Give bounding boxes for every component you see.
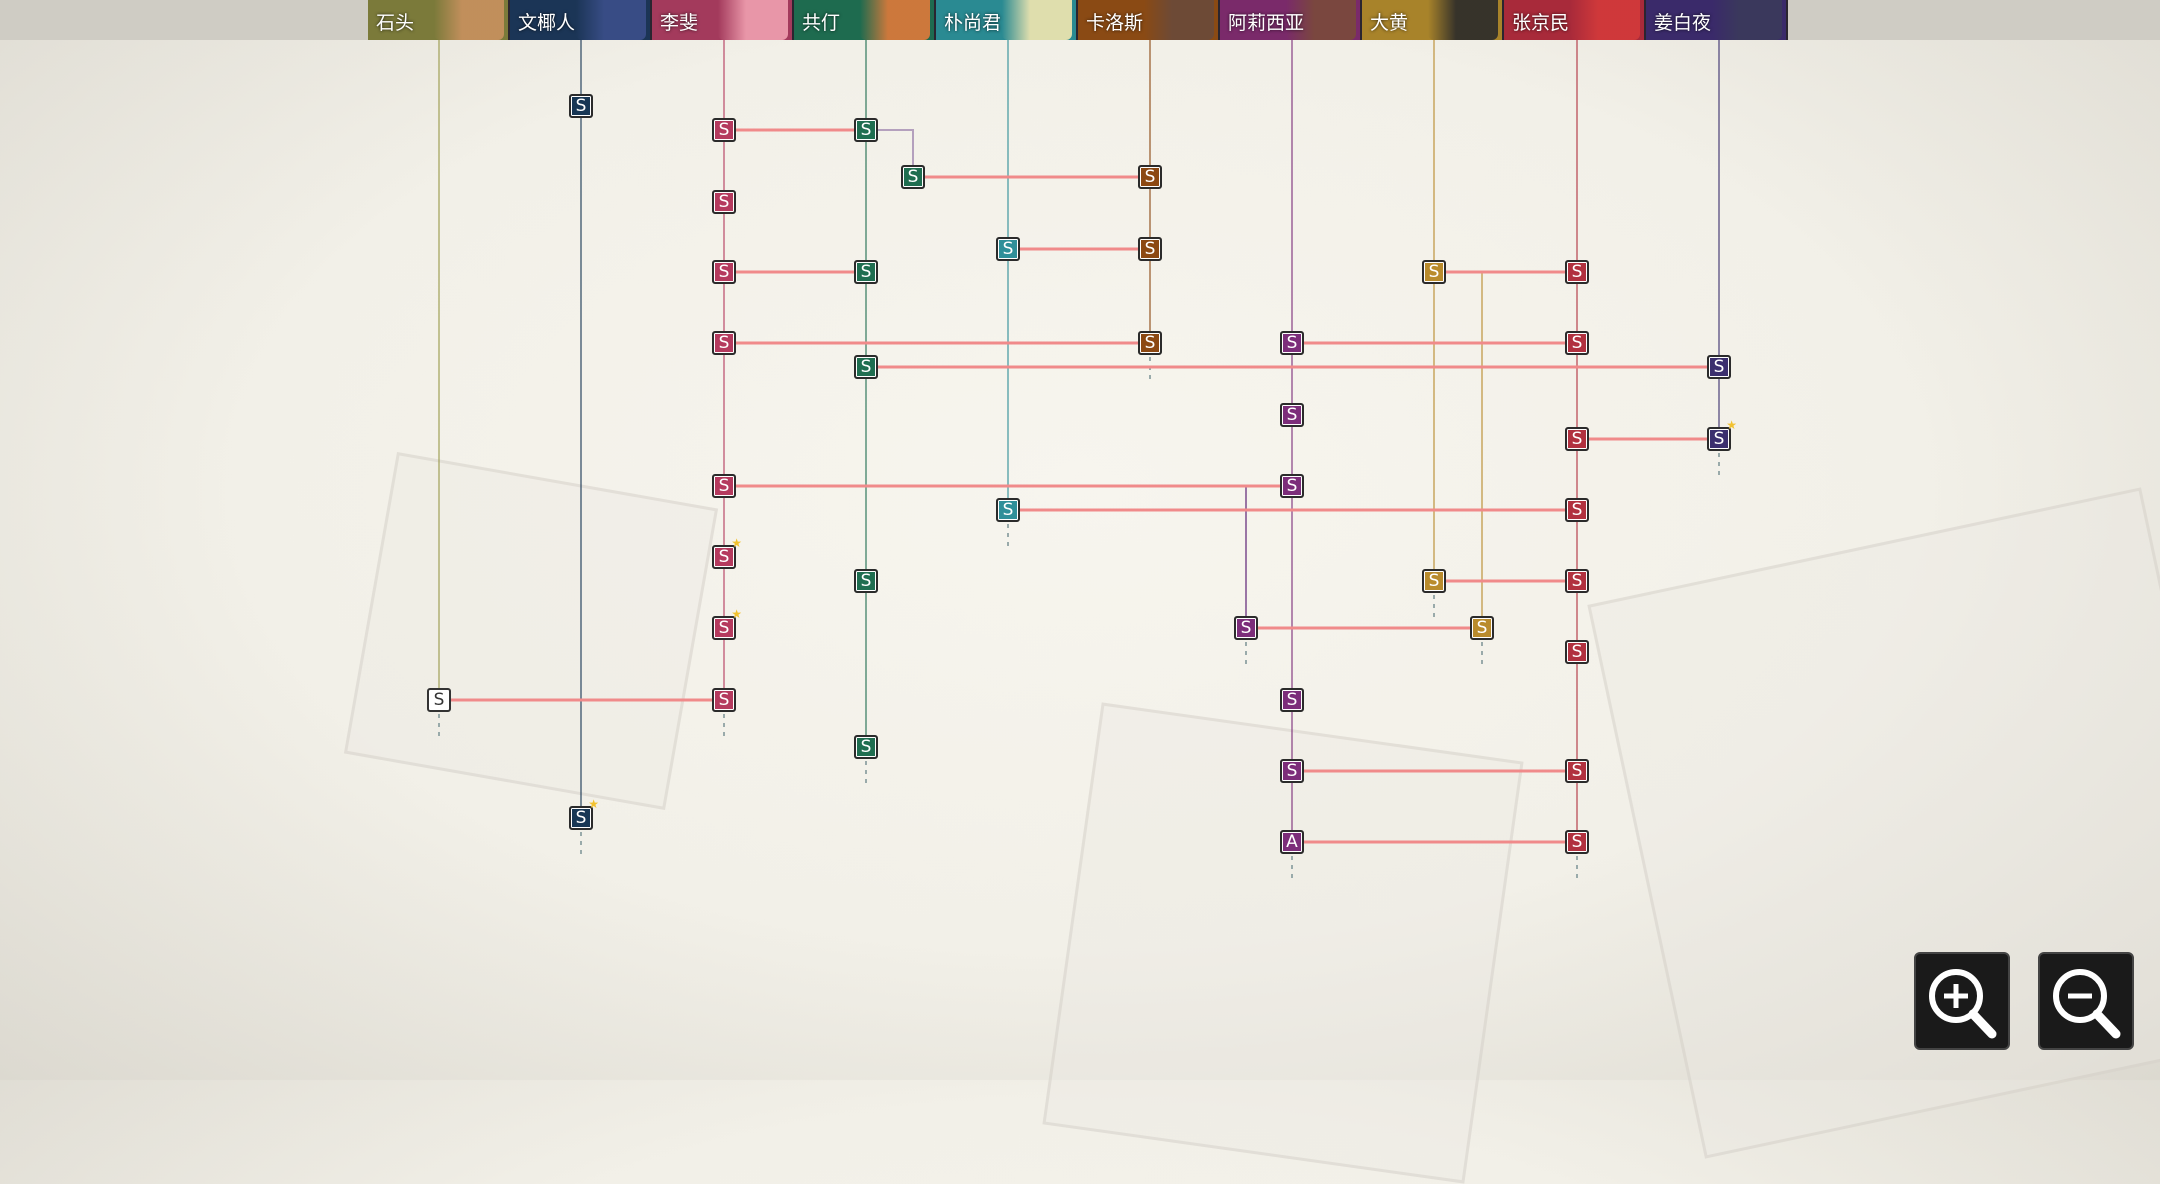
story-node[interactable]: S [712,474,736,498]
character-portrait [1144,0,1214,40]
story-node[interactable]: S [1565,427,1589,451]
story-node[interactable]: S [1138,237,1162,261]
story-node[interactable]: S [1422,569,1446,593]
character-portrait [1570,0,1640,40]
star-icon: ★ [588,797,599,811]
character-tab[interactable]: 姜白夜 [1646,0,1788,40]
story-node[interactable]: S [712,331,736,355]
character-name: 张京民 [1512,12,1570,34]
story-node[interactable]: S ★ [569,798,599,830]
character-name: 朴尚君 [944,12,1002,34]
character-portrait [1428,0,1498,40]
story-node[interactable]: S [1565,640,1589,664]
character-name: 大黄 [1370,12,1409,34]
zoom-out-icon [2053,969,2121,1039]
story-node[interactable]: A [1280,830,1304,854]
story-node[interactable]: S [1707,355,1731,379]
character-tab[interactable]: 李斐 [652,0,794,40]
story-node[interactable]: S [1565,569,1589,593]
story-node[interactable]: S [854,260,878,284]
relation-lines [438,40,1720,878]
story-node[interactable]: S [712,688,736,712]
story-node[interactable]: S [854,118,878,142]
character-tab[interactable]: 文椰人 [510,0,652,40]
story-node[interactable]: S [712,260,736,284]
story-node[interactable]: S [854,735,878,759]
story-node[interactable]: S [1280,331,1304,355]
character-name: 李斐 [660,12,699,34]
story-node[interactable]: S [1280,759,1304,783]
story-node[interactable]: S [1565,830,1589,854]
character-name: 石头 [376,12,415,34]
character-tab[interactable]: 朴尚君 [936,0,1078,40]
character-portrait [576,0,646,40]
zoom-out-button[interactable] [2038,952,2134,1050]
story-node[interactable]: S [1565,759,1589,783]
branch-line [1245,485,1292,628]
story-node[interactable]: S [1565,331,1589,355]
story-node[interactable]: S [1234,616,1258,640]
branch-line [866,129,914,177]
story-node[interactable]: S ★ [712,608,742,640]
character-tab[interactable]: 阿莉西亚 [1220,0,1362,40]
zoom-in-button[interactable] [1914,952,2010,1050]
story-node[interactable]: S [569,94,593,118]
character-name: 文椰人 [518,12,576,34]
character-tab[interactable]: 共仃 [794,0,936,40]
story-node[interactable]: S [712,190,736,214]
character-bar: 石头 文椰人 李斐 共仃 朴尚君 卡洛斯 阿莉西亚 大黄 张京民 姜白夜 [0,0,2160,40]
star-icon: ★ [731,607,742,621]
character-tab[interactable]: 张京民 [1504,0,1646,40]
story-node[interactable]: S [854,569,878,593]
story-node[interactable]: S [996,237,1020,261]
story-node[interactable]: S [712,118,736,142]
story-node[interactable]: S [996,498,1020,522]
story-node[interactable]: S [1565,260,1589,284]
story-node[interactable]: S [1565,498,1589,522]
story-node[interactable]: S [901,165,925,189]
story-node[interactable]: S [854,355,878,379]
story-node[interactable]: S [1470,616,1494,640]
character-portrait [1002,0,1072,40]
character-name: 姜白夜 [1654,12,1712,34]
character-tabs: 石头 文椰人 李斐 共仃 朴尚君 卡洛斯 阿莉西亚 大黄 张京民 姜白夜 [368,0,1788,40]
story-node[interactable]: S [1280,403,1304,427]
character-portrait [860,0,930,40]
character-portrait [434,0,504,40]
character-portrait [1712,0,1782,40]
character-portrait [1286,0,1356,40]
character-tab[interactable]: 卡洛斯 [1078,0,1220,40]
story-node[interactable]: S [1280,688,1304,712]
story-node[interactable]: S [1138,331,1162,355]
character-name: 卡洛斯 [1086,12,1144,34]
story-node[interactable]: S [1422,260,1446,284]
star-icon: ★ [1726,418,1737,432]
character-portrait [718,0,788,40]
character-name: 共仃 [802,12,841,34]
character-name: 阿莉西亚 [1228,12,1305,34]
character-tab[interactable]: 大黄 [1362,0,1504,40]
character-tab[interactable]: 石头 [368,0,510,40]
story-node[interactable]: S ★ [1707,419,1737,451]
story-node[interactable]: S ★ [712,537,742,569]
story-node[interactable]: S [1138,165,1162,189]
story-node[interactable]: S [427,688,451,712]
story-node[interactable]: S [1280,474,1304,498]
zoom-in-icon [1929,969,1997,1039]
star-icon: ★ [731,536,742,550]
